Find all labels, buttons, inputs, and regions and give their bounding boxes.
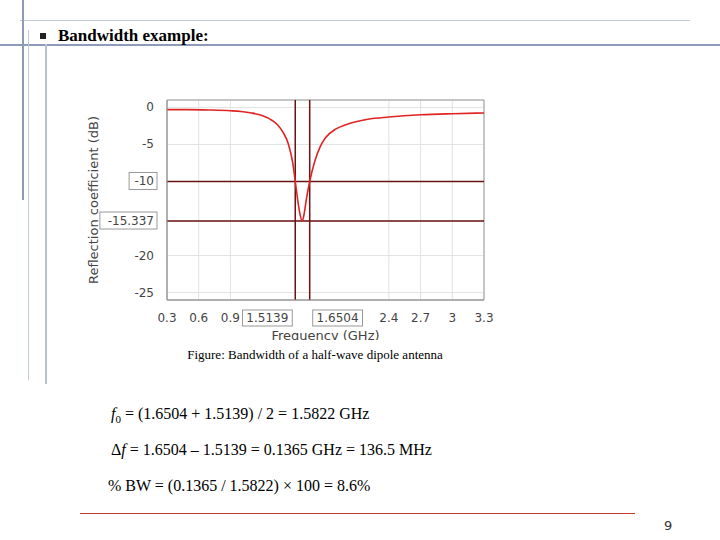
svg-text:1.5139: 1.5139 bbox=[246, 311, 288, 325]
svg-text:3.3: 3.3 bbox=[474, 311, 493, 325]
html-text:Figure: Bandwidth of a half-wa: Figure: Bandwidth of a half-wave dipole … bbox=[187, 347, 443, 362]
html-text:f0= (1.6504 + 1.5139) / 2 = 1.: f0= (1.6504 + 1.5139) / 2 = 1.5822 GHz bbox=[111, 405, 370, 426]
html-text:Δ f = 1.6504 – 1.5139 = 0.1365: Δ f = 1.6504 – 1.5139 = 0.1365 GHz = 136… bbox=[111, 441, 432, 458]
html-text:Bandwidth example:: Bandwidth example: bbox=[58, 26, 209, 45]
svg-text:0.6: 0.6 bbox=[189, 311, 208, 325]
svg-text:0.9: 0.9 bbox=[221, 311, 240, 325]
html-text:9: 9 bbox=[664, 518, 673, 533]
svg-text:2.7: 2.7 bbox=[411, 311, 430, 325]
svg-text:1.6504: 1.6504 bbox=[317, 311, 359, 325]
svg-text:-25: -25 bbox=[134, 286, 154, 300]
svg-text:Reflection coefficient (dB): Reflection coefficient (dB) bbox=[86, 116, 101, 284]
svg-text:-5: -5 bbox=[142, 137, 154, 151]
svg-text:0.3: 0.3 bbox=[157, 311, 176, 325]
svg-text:2.4: 2.4 bbox=[379, 311, 398, 325]
svg-text:Frequency (GHz): Frequency (GHz) bbox=[271, 328, 379, 340]
svg-text:-15.337: -15.337 bbox=[108, 214, 154, 228]
svg-text:3: 3 bbox=[448, 311, 456, 325]
svg-text:-10: -10 bbox=[134, 174, 154, 188]
html-text:% BW = (0.1365 / 1.5822) × 100: % BW = (0.1365 / 1.5822) × 100 = 8.6% bbox=[108, 477, 371, 494]
svg-text:0: 0 bbox=[146, 100, 154, 114]
svg-text:-20: -20 bbox=[134, 249, 154, 263]
